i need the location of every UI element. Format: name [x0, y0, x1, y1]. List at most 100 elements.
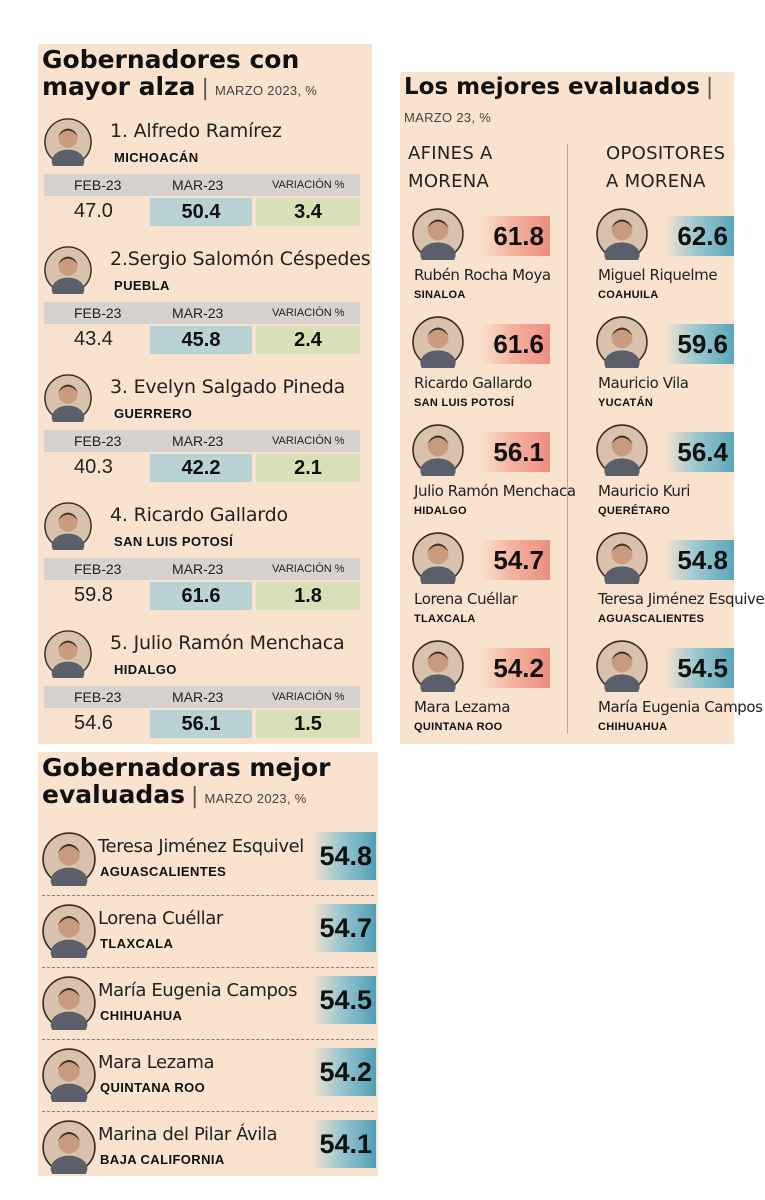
header-feb: FEB-23	[74, 433, 122, 449]
approval-score: 54.1	[310, 1120, 376, 1168]
row-divider	[42, 1111, 374, 1112]
portrait-photo-icon	[42, 1120, 96, 1174]
value-feb: 40.3	[74, 456, 113, 478]
panel-title-text: Los mejores evaluados	[404, 74, 700, 100]
value-feb: 43.4	[74, 328, 113, 350]
panel-subtitle: MARZO 23, %	[404, 110, 492, 125]
opositores-governor: 59.6 Mauricio Vila YUCATÁN	[588, 316, 754, 424]
governor-state: HIDALGO	[414, 505, 467, 517]
approval-score: 61.8	[480, 216, 550, 256]
header-mar: MAR-23	[172, 689, 224, 705]
governor-state: AGUASCALIENTES	[100, 864, 227, 879]
afines-governor: 56.1 Julio Ramón Menchaca HIDALGO	[404, 424, 576, 532]
value-variation: 3.4	[256, 198, 360, 226]
approval-score: 54.2	[480, 648, 550, 688]
gobernadora-row: Teresa Jiménez Esquivel AGUASCALIENTES 54.…	[38, 828, 378, 898]
gobernadoras-panel: Gobernadoras mejor evaluadas | MARZO 2023,…	[38, 752, 378, 1176]
portrait-photo-icon	[596, 640, 648, 692]
governor-name: Teresa Jiménez Esquivel	[598, 590, 765, 608]
portrait-photo-icon	[44, 630, 92, 678]
governor-state: SINALOA	[414, 289, 466, 301]
values-header: FEB-23 MAR-23 VARIACIÓN %	[44, 430, 360, 452]
portrait-photo-icon	[412, 532, 464, 584]
values-row: 54.6 56.1 1.5	[44, 710, 360, 738]
portrait-photo-icon	[596, 424, 648, 476]
portrait-photo-icon	[596, 208, 648, 260]
values-header: FEB-23 MAR-23 VARIACIÓN %	[44, 174, 360, 196]
panel-title-line1: Gobernadoras mejor	[42, 753, 331, 782]
values-row: 40.3 42.2 2.1	[44, 454, 360, 482]
governor-name: Ricardo Gallardo	[414, 374, 532, 392]
header-variation: VARIACIÓN %	[272, 435, 345, 447]
governor-row: 5. Julio Ramón Menchaca HIDALGO FEB-23 MAR-…	[38, 626, 372, 750]
portrait-photo-icon	[412, 316, 464, 368]
afines-column-header: AFINES A MORENA	[408, 140, 493, 196]
governor-state: PUEBLA	[114, 278, 170, 293]
panel-title-line2: mayor alza | MARZO 2023, %	[42, 73, 317, 104]
governor-state: SAN LUIS POTOSÍ	[414, 397, 515, 409]
approval-score: 54.7	[480, 540, 550, 580]
governor-state: COAHUILA	[598, 289, 659, 301]
governor-row: 4. Ricardo Gallardo SAN LUIS POTOSÍ FEB-23…	[38, 498, 372, 622]
portrait-photo-icon	[42, 1048, 96, 1102]
governor-name: María Eugenia Campos	[98, 980, 298, 1001]
governor-state: TLAXCALA	[100, 936, 174, 951]
governor-name: 4. Ricardo Gallardo	[110, 504, 288, 526]
panel-title-line2: evaluadas | MARZO 2023, %	[42, 781, 330, 812]
row-divider	[42, 1039, 374, 1040]
governor-name: 5. Julio Ramón Menchaca	[110, 632, 345, 654]
portrait-photo-icon	[412, 640, 464, 692]
governor-row: 3. Evelyn Salgado Pineda GUERRERO FEB-23 MA…	[38, 370, 372, 494]
governor-state: AGUASCALIENTES	[598, 613, 705, 625]
portrait-photo-icon	[44, 118, 92, 166]
governor-name: 3. Evelyn Salgado Pineda	[110, 376, 346, 398]
value-feb: 59.8	[74, 584, 113, 606]
value-feb: 54.6	[74, 712, 113, 734]
governor-state: GUERRERO	[114, 406, 193, 421]
governor-row: 1. Alfredo Ramírez MICHOACÁN FEB-23 MAR-23 V…	[38, 114, 372, 238]
value-mar: 50.4	[150, 198, 252, 226]
header-mar: MAR-23	[172, 305, 224, 321]
panel-title: Gobernadoras mejor evaluadas | MARZO 2023,…	[42, 754, 330, 812]
governor-name: 2.Sergio Salomón Céspedes	[110, 248, 371, 270]
portrait-photo-icon	[596, 316, 648, 368]
approval-score: 54.8	[664, 540, 734, 580]
approval-score: 61.6	[480, 324, 550, 364]
governor-name: Miguel Riquelme	[598, 266, 718, 284]
approval-score: 54.8	[310, 832, 376, 880]
portrait-photo-icon	[42, 976, 96, 1030]
portrait-photo-icon	[44, 246, 92, 294]
approval-score: 54.7	[310, 904, 376, 952]
governor-name: Teresa Jiménez Esquivel	[98, 836, 304, 857]
value-mar: 56.1	[150, 710, 252, 738]
afines-header-line2: MORENA	[408, 171, 490, 192]
values-header: FEB-23 MAR-23 VARIACIÓN %	[44, 302, 360, 324]
governor-name: Lorena Cuéllar	[98, 908, 223, 929]
column-divider	[567, 144, 568, 734]
afines-header-line1: AFINES A	[408, 143, 493, 164]
governor-state: TLAXCALA	[414, 613, 476, 625]
value-variation: 1.8	[256, 582, 360, 610]
gobernadora-row: Marina del Pilar Ávila BAJA CALIFORNIA 54.…	[38, 1116, 378, 1186]
panel-title-line1: Gobernadores con	[42, 45, 300, 74]
gobernadora-row: Lorena Cuéllar TLAXCALA 54.7	[38, 900, 378, 970]
approval-score: 54.5	[664, 648, 734, 688]
governor-state: HIDALGO	[114, 662, 177, 677]
title-divider: |	[201, 76, 209, 101]
portrait-photo-icon	[44, 374, 92, 422]
afines-governor: 54.2 Mara Lezama QUINTANA ROO	[404, 640, 570, 748]
governor-name: 1. Alfredo Ramírez	[110, 120, 282, 142]
panel-title-text: evaluadas	[42, 780, 186, 809]
governor-name: Rubén Rocha Moya	[414, 266, 551, 284]
opositores-governor: 54.5 María Eugenia Campos CHIHUAHUA	[588, 640, 763, 748]
governor-state: QUERÉTARO	[598, 505, 671, 517]
approval-score: 54.5	[310, 976, 376, 1024]
governor-name: Mara Lezama	[98, 1052, 215, 1073]
value-mar: 42.2	[150, 454, 252, 482]
value-feb: 47.0	[74, 200, 113, 222]
governor-state: CHIHUAHUA	[598, 721, 668, 733]
governor-state: SAN LUIS POTOSÍ	[114, 534, 234, 549]
header-feb: FEB-23	[74, 305, 122, 321]
portrait-photo-icon	[42, 904, 96, 958]
mejores-evaluados-panel: Los mejores evaluados | MARZO 23, % AFINE…	[400, 72, 765, 744]
